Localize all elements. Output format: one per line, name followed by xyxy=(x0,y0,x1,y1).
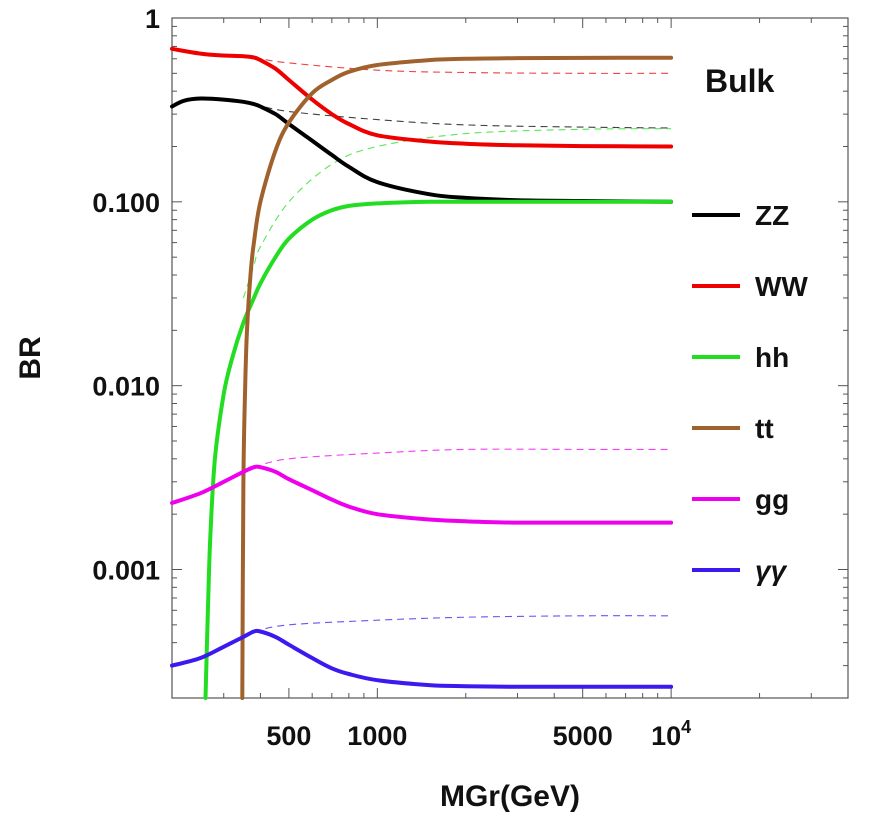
series-curves xyxy=(170,46,674,700)
x-tick-label: 5000 xyxy=(553,721,613,751)
legend-label-gg: gg xyxy=(755,484,789,515)
x-tick-label: 500 xyxy=(266,721,311,751)
ref-curve-gg xyxy=(253,448,672,468)
ref-curve-ZZ xyxy=(253,103,672,129)
ref-curve-hh xyxy=(242,128,672,299)
y-tick-label: 0.100 xyxy=(92,188,160,218)
legend-label-ZZ: ZZ xyxy=(755,200,789,231)
series-line-tt xyxy=(240,55,674,700)
series-line-hh xyxy=(203,199,674,700)
ref-curve-γγ xyxy=(253,615,672,633)
x-tick-labels: 500 1000 5000 104 xyxy=(266,717,691,751)
x-tick-label: 104 xyxy=(651,717,691,751)
y-axis-title: BR xyxy=(14,336,47,380)
y-tick-labels: 1 0.100 0.010 0.001 xyxy=(92,4,160,586)
y-tick-label: 1 xyxy=(145,4,160,34)
series-line-WW xyxy=(170,46,674,149)
legend-label-γγ: γγ xyxy=(755,555,788,586)
series-line-γγ xyxy=(170,628,674,689)
ref-curve-WW xyxy=(253,56,672,74)
y-tick-label: 0.001 xyxy=(92,556,160,586)
x-tick-label: 1000 xyxy=(347,721,407,751)
bulk-annotation: Bulk xyxy=(705,63,775,99)
series-line-gg xyxy=(170,464,674,525)
plot-frame xyxy=(171,17,849,699)
legend-label-WW: WW xyxy=(755,271,808,302)
reference-dashed-curves xyxy=(242,56,672,633)
series-line-ZZ xyxy=(170,96,674,204)
y-tick-label: 0.010 xyxy=(92,372,160,402)
x-axis-title: MGr(GeV) xyxy=(440,780,580,813)
legend: ZZ WW hh tt gg γγ xyxy=(692,200,808,586)
tick-marks xyxy=(171,18,849,699)
legend-label-tt: tt xyxy=(755,413,774,444)
legend-label-hh: hh xyxy=(755,342,789,373)
